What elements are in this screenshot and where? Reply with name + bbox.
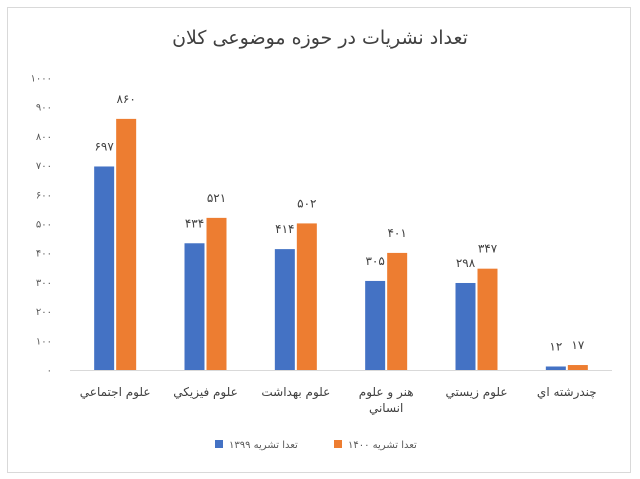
bar	[567, 365, 588, 370]
bar	[94, 166, 115, 370]
category-label: هنر و علوم	[359, 385, 414, 400]
category-label: چندرشته اي	[537, 385, 597, 400]
data-label: ۳۴۷	[478, 242, 498, 256]
bar	[477, 268, 498, 370]
bar	[387, 252, 408, 370]
y-tick-label: ۷۰۰	[36, 161, 52, 172]
data-label: ۶۹۷	[94, 139, 114, 153]
data-label: ۲۹۸	[456, 256, 476, 270]
legend-swatch	[334, 440, 342, 448]
y-tick-label: ۴۰۰	[36, 249, 52, 260]
category-label: انساني	[369, 401, 403, 415]
chart-title: تعداد نشریات در حوزه موضوعی کلان	[172, 27, 468, 49]
data-label: ۴۳۴	[185, 216, 204, 230]
legend-label: تعدا تشریه ۱۳۹۹	[229, 440, 298, 451]
data-label: ۵۲۱	[207, 191, 226, 205]
data-label: ۴۱۴	[275, 222, 294, 236]
bar	[206, 217, 227, 370]
data-label: ۱۷	[571, 338, 584, 352]
data-label: ۴۰۱	[387, 226, 406, 240]
y-axis: ۰ ۱۰۰ ۲۰۰ ۳۰۰ ۴۰۰ ۵۰۰ ۶۰۰ ۷۰۰ ۸۰۰ ۹۰۰ ۱۰۰۰	[31, 74, 52, 377]
bar	[365, 280, 386, 370]
y-tick-label: ۵۰۰	[36, 220, 52, 231]
bar	[545, 366, 566, 370]
y-tick-label: ۳۰۰	[36, 278, 52, 289]
bar	[116, 118, 137, 370]
y-tick-label: ۱۰۰۰	[31, 74, 52, 85]
bar	[455, 282, 476, 370]
data-label: ۱۲	[549, 339, 562, 353]
category-label: علوم اجتماعي	[80, 385, 151, 400]
category-label: علوم زيستي	[445, 385, 507, 400]
data-label: ۳۰۵	[365, 254, 384, 268]
category-label: علوم فيزيکي	[173, 385, 238, 400]
bar	[274, 249, 295, 370]
legend-swatch	[215, 440, 223, 448]
data-label: ۵۰۲	[297, 196, 316, 210]
x-axis-categories: علوم اجتماعي علوم فيزيکي علوم بهداشت هنر و …	[80, 385, 597, 415]
y-tick-label: ۹۰۰	[36, 103, 52, 114]
legend-label: تعدا تشریه ۱۴۰۰	[348, 440, 417, 451]
bar	[184, 243, 205, 370]
y-tick-label: ۸۰۰	[36, 132, 52, 143]
bar	[296, 223, 317, 370]
bars	[94, 118, 588, 370]
y-tick-label: ۰	[47, 366, 52, 377]
category-label: علوم بهداشت	[261, 385, 330, 400]
data-label: ۸۶۰	[116, 92, 135, 106]
y-tick-label: ۲۰۰	[36, 307, 52, 318]
y-tick-label: ۱۰۰	[36, 336, 52, 347]
y-tick-label: ۶۰۰	[36, 190, 52, 201]
legend: تعدا تشریه ۱۳۹۹ تعدا تشریه ۱۴۰۰	[215, 440, 417, 451]
